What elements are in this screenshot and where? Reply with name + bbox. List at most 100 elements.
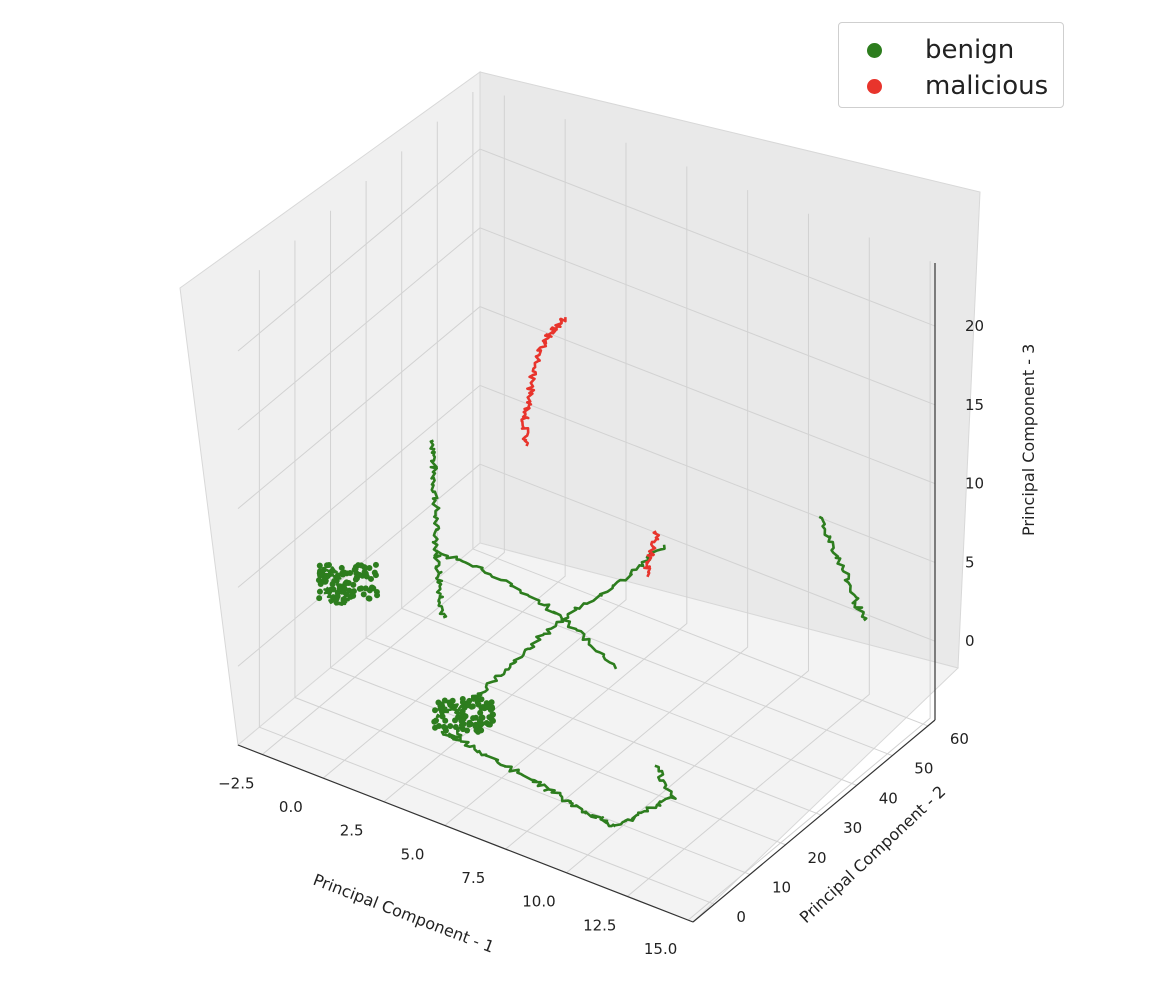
series-benign-bottom-right-spur bbox=[613, 764, 677, 827]
y-grid-line bbox=[330, 210, 786, 846]
series-benign-point bbox=[336, 585, 343, 592]
series-benign-point bbox=[467, 721, 474, 728]
series-benign-point bbox=[486, 714, 493, 721]
series-benign-point bbox=[465, 702, 472, 709]
series-benign-point bbox=[362, 585, 369, 592]
series-benign-point bbox=[437, 705, 444, 712]
x-tick-label: 5.0 bbox=[401, 845, 425, 863]
series-benign-point bbox=[432, 707, 439, 714]
series-benign-point bbox=[360, 591, 367, 598]
series-benign-point bbox=[316, 588, 323, 595]
x-tick-label: 12.5 bbox=[583, 916, 616, 934]
series-benign-point bbox=[323, 562, 330, 569]
x-axis-line bbox=[237, 744, 694, 923]
series-benign-point bbox=[459, 708, 466, 715]
series-benign-point bbox=[484, 704, 491, 711]
series-benign-point bbox=[372, 572, 379, 579]
x-grid-line bbox=[566, 213, 809, 874]
series-benign-point bbox=[477, 709, 484, 716]
axes bbox=[237, 263, 936, 923]
z-tick-label: 0 bbox=[965, 632, 975, 650]
x-grid-line bbox=[322, 119, 566, 779]
series-benign-point bbox=[365, 595, 372, 602]
x-tick-label: 10.0 bbox=[522, 893, 555, 911]
x-grid-line bbox=[505, 190, 749, 850]
series-benign-point bbox=[334, 572, 341, 579]
z-tick-label: 5 bbox=[965, 553, 975, 571]
series-benign-point bbox=[472, 723, 479, 730]
x-grid-line bbox=[687, 261, 931, 921]
x-tick-label: 0.0 bbox=[279, 798, 303, 816]
series-benign-point bbox=[316, 562, 323, 569]
y-grid-line bbox=[365, 181, 822, 816]
y-tick-label: 20 bbox=[808, 849, 827, 867]
series-benign-left-blob bbox=[322, 566, 350, 606]
series-benign-point bbox=[372, 561, 379, 568]
y-tick-label: 40 bbox=[879, 789, 898, 807]
series-benign-point bbox=[358, 562, 365, 569]
z-tick-label: 20 bbox=[965, 317, 984, 335]
series-benign-point bbox=[361, 568, 368, 575]
z-grid-line bbox=[237, 148, 936, 352]
series-benign-point bbox=[331, 577, 338, 584]
legend-item-malicious: malicious bbox=[867, 71, 1048, 101]
x-tick-label: 7.5 bbox=[461, 869, 485, 887]
y-grid-line bbox=[401, 151, 857, 786]
series-benign-point bbox=[349, 589, 356, 596]
series-benign-point bbox=[374, 592, 381, 599]
tick-labels: −2.50.02.55.07.510.012.515.0010203040506… bbox=[218, 317, 984, 958]
series-benign-point bbox=[441, 697, 448, 704]
series-benign-point bbox=[447, 723, 454, 730]
series-benign-point bbox=[329, 567, 336, 574]
series-benign-point bbox=[442, 717, 449, 724]
series-benign-point bbox=[363, 573, 370, 580]
series-benign-bottom-long bbox=[460, 740, 617, 828]
series-benign-point bbox=[358, 585, 365, 592]
legend-label-malicious: malicious bbox=[925, 71, 1049, 101]
series-benign-point bbox=[350, 581, 357, 588]
series-benign-point bbox=[368, 584, 375, 591]
legend-marker-malicious bbox=[867, 78, 882, 94]
y-tick-label: 0 bbox=[736, 908, 746, 926]
series-benign-point bbox=[475, 701, 482, 708]
x-grid-line bbox=[262, 95, 505, 755]
legend-item-benign: benign bbox=[867, 35, 1014, 65]
series-malicious-malicious-bottom bbox=[643, 530, 661, 578]
series-benign-point bbox=[356, 571, 363, 578]
series-benign-point bbox=[470, 715, 477, 722]
series-benign-point bbox=[475, 728, 482, 735]
data-series bbox=[315, 317, 868, 828]
series-benign-left-horizontal bbox=[435, 549, 618, 670]
x-grid-line bbox=[383, 142, 627, 803]
series-benign-point bbox=[433, 717, 440, 724]
legend-label-benign: benign bbox=[925, 35, 1015, 65]
z-grid-line bbox=[237, 306, 936, 510]
series-benign-far-right bbox=[818, 515, 868, 622]
series-benign-point bbox=[342, 580, 349, 587]
series-benign-point bbox=[489, 717, 496, 724]
x-grid-line bbox=[444, 166, 688, 826]
series-benign-point bbox=[352, 565, 359, 572]
series-benign-point bbox=[338, 564, 345, 571]
series-benign-point bbox=[323, 572, 330, 579]
z-grid-line bbox=[237, 227, 936, 431]
x-tick-label: −2.5 bbox=[218, 774, 254, 792]
z-axis-label: Principal Component - 3 bbox=[1019, 344, 1038, 536]
series-benign-point bbox=[435, 723, 442, 730]
series-benign-point bbox=[452, 717, 459, 724]
series-benign-point bbox=[478, 696, 485, 703]
series-benign-point bbox=[473, 696, 480, 703]
y-grid-line bbox=[258, 270, 715, 905]
series-benign-middle-vertical bbox=[457, 544, 666, 711]
x-tick-label: 2.5 bbox=[340, 822, 364, 840]
series-benign-point bbox=[316, 595, 323, 602]
y-grid-line bbox=[472, 91, 929, 727]
y-tick-label: 30 bbox=[843, 819, 862, 837]
series-benign-point bbox=[459, 699, 466, 706]
z-tick-label: 10 bbox=[965, 475, 984, 493]
series-benign-point bbox=[317, 581, 324, 588]
x-tick-label: 15.0 bbox=[644, 940, 677, 958]
series-benign-point bbox=[439, 713, 446, 720]
